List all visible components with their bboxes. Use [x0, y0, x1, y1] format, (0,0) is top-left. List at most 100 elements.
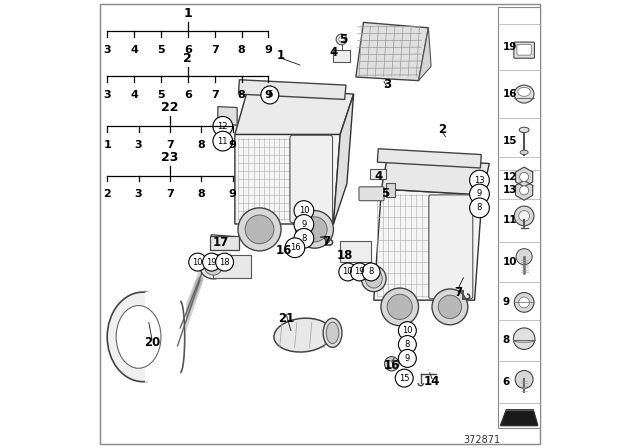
Ellipse shape	[362, 266, 386, 292]
Circle shape	[515, 206, 534, 226]
Polygon shape	[218, 107, 237, 125]
Ellipse shape	[518, 87, 531, 96]
Circle shape	[294, 228, 314, 248]
Text: 4: 4	[330, 46, 337, 60]
Circle shape	[261, 86, 279, 104]
Ellipse shape	[520, 150, 528, 155]
Circle shape	[288, 240, 302, 254]
Text: 1: 1	[103, 140, 111, 150]
Circle shape	[519, 297, 529, 308]
Circle shape	[238, 208, 281, 251]
Text: 10: 10	[342, 267, 353, 276]
Text: 9: 9	[477, 190, 482, 198]
Ellipse shape	[515, 85, 534, 103]
Ellipse shape	[326, 322, 339, 344]
Text: 5: 5	[157, 45, 164, 55]
Text: 5: 5	[157, 90, 164, 99]
Circle shape	[339, 37, 344, 42]
Circle shape	[387, 294, 412, 319]
Text: 10: 10	[193, 258, 203, 267]
Text: 16: 16	[503, 89, 517, 99]
Polygon shape	[381, 158, 490, 195]
Text: 2: 2	[103, 189, 111, 199]
Circle shape	[470, 184, 490, 204]
Circle shape	[470, 198, 490, 218]
Text: 9: 9	[503, 297, 510, 307]
Polygon shape	[378, 149, 481, 168]
Circle shape	[213, 116, 233, 136]
Text: 8: 8	[301, 234, 307, 243]
Circle shape	[470, 170, 490, 190]
Text: 10: 10	[299, 206, 309, 215]
Text: 3: 3	[383, 78, 391, 91]
Text: 5: 5	[339, 33, 347, 46]
Text: 4: 4	[130, 90, 138, 99]
Polygon shape	[374, 189, 482, 300]
Text: 10: 10	[503, 257, 517, 267]
Text: 14: 14	[424, 375, 440, 388]
Ellipse shape	[365, 269, 382, 288]
Text: 13: 13	[503, 185, 517, 195]
Text: 9: 9	[404, 354, 410, 363]
Text: 11: 11	[218, 137, 228, 146]
Polygon shape	[211, 235, 235, 247]
Text: 3: 3	[104, 90, 111, 99]
Polygon shape	[370, 169, 387, 179]
Text: 6: 6	[503, 377, 510, 387]
Text: 3: 3	[104, 45, 111, 55]
Circle shape	[520, 186, 529, 195]
Text: 7: 7	[454, 285, 462, 299]
Text: 9: 9	[264, 45, 273, 55]
Text: 6: 6	[267, 90, 273, 99]
FancyBboxPatch shape	[290, 135, 333, 223]
Circle shape	[432, 289, 468, 325]
Ellipse shape	[274, 318, 332, 352]
Text: 19: 19	[206, 258, 217, 267]
Text: 13: 13	[474, 176, 485, 185]
Circle shape	[513, 328, 535, 349]
Text: 8: 8	[237, 45, 246, 55]
Circle shape	[381, 288, 419, 326]
Circle shape	[516, 249, 532, 265]
Text: 5: 5	[381, 187, 389, 200]
Text: 1: 1	[184, 7, 192, 20]
Circle shape	[515, 293, 534, 312]
Circle shape	[291, 244, 298, 251]
Text: 18: 18	[337, 249, 353, 262]
Text: 8: 8	[197, 189, 205, 199]
Circle shape	[398, 322, 416, 340]
Circle shape	[296, 211, 333, 248]
Text: 7: 7	[166, 189, 174, 199]
Circle shape	[339, 263, 356, 281]
Text: 16: 16	[289, 243, 300, 252]
Polygon shape	[235, 134, 340, 224]
Polygon shape	[239, 80, 346, 99]
Ellipse shape	[200, 254, 227, 279]
Text: 9: 9	[301, 220, 307, 229]
Text: 23: 23	[161, 151, 179, 164]
Text: 19: 19	[354, 267, 365, 276]
Circle shape	[519, 211, 529, 221]
Circle shape	[362, 263, 380, 281]
Text: 19: 19	[503, 42, 517, 52]
Polygon shape	[235, 87, 353, 134]
Text: 2: 2	[184, 52, 192, 65]
Text: 18: 18	[220, 258, 230, 267]
Text: 1: 1	[277, 48, 285, 62]
Polygon shape	[333, 50, 351, 62]
Bar	[340, 241, 371, 262]
Text: 2: 2	[438, 122, 446, 136]
Text: 8: 8	[369, 267, 374, 276]
Text: 16: 16	[383, 358, 400, 372]
Bar	[264, 90, 276, 99]
Polygon shape	[333, 94, 353, 224]
Ellipse shape	[519, 127, 529, 133]
Polygon shape	[516, 167, 532, 187]
Text: 4: 4	[130, 45, 138, 55]
Text: 8: 8	[197, 140, 205, 150]
Polygon shape	[500, 410, 538, 426]
Text: 7: 7	[166, 140, 174, 150]
Text: 372871: 372871	[463, 435, 500, 445]
Circle shape	[388, 360, 396, 367]
Text: 12: 12	[503, 172, 517, 182]
